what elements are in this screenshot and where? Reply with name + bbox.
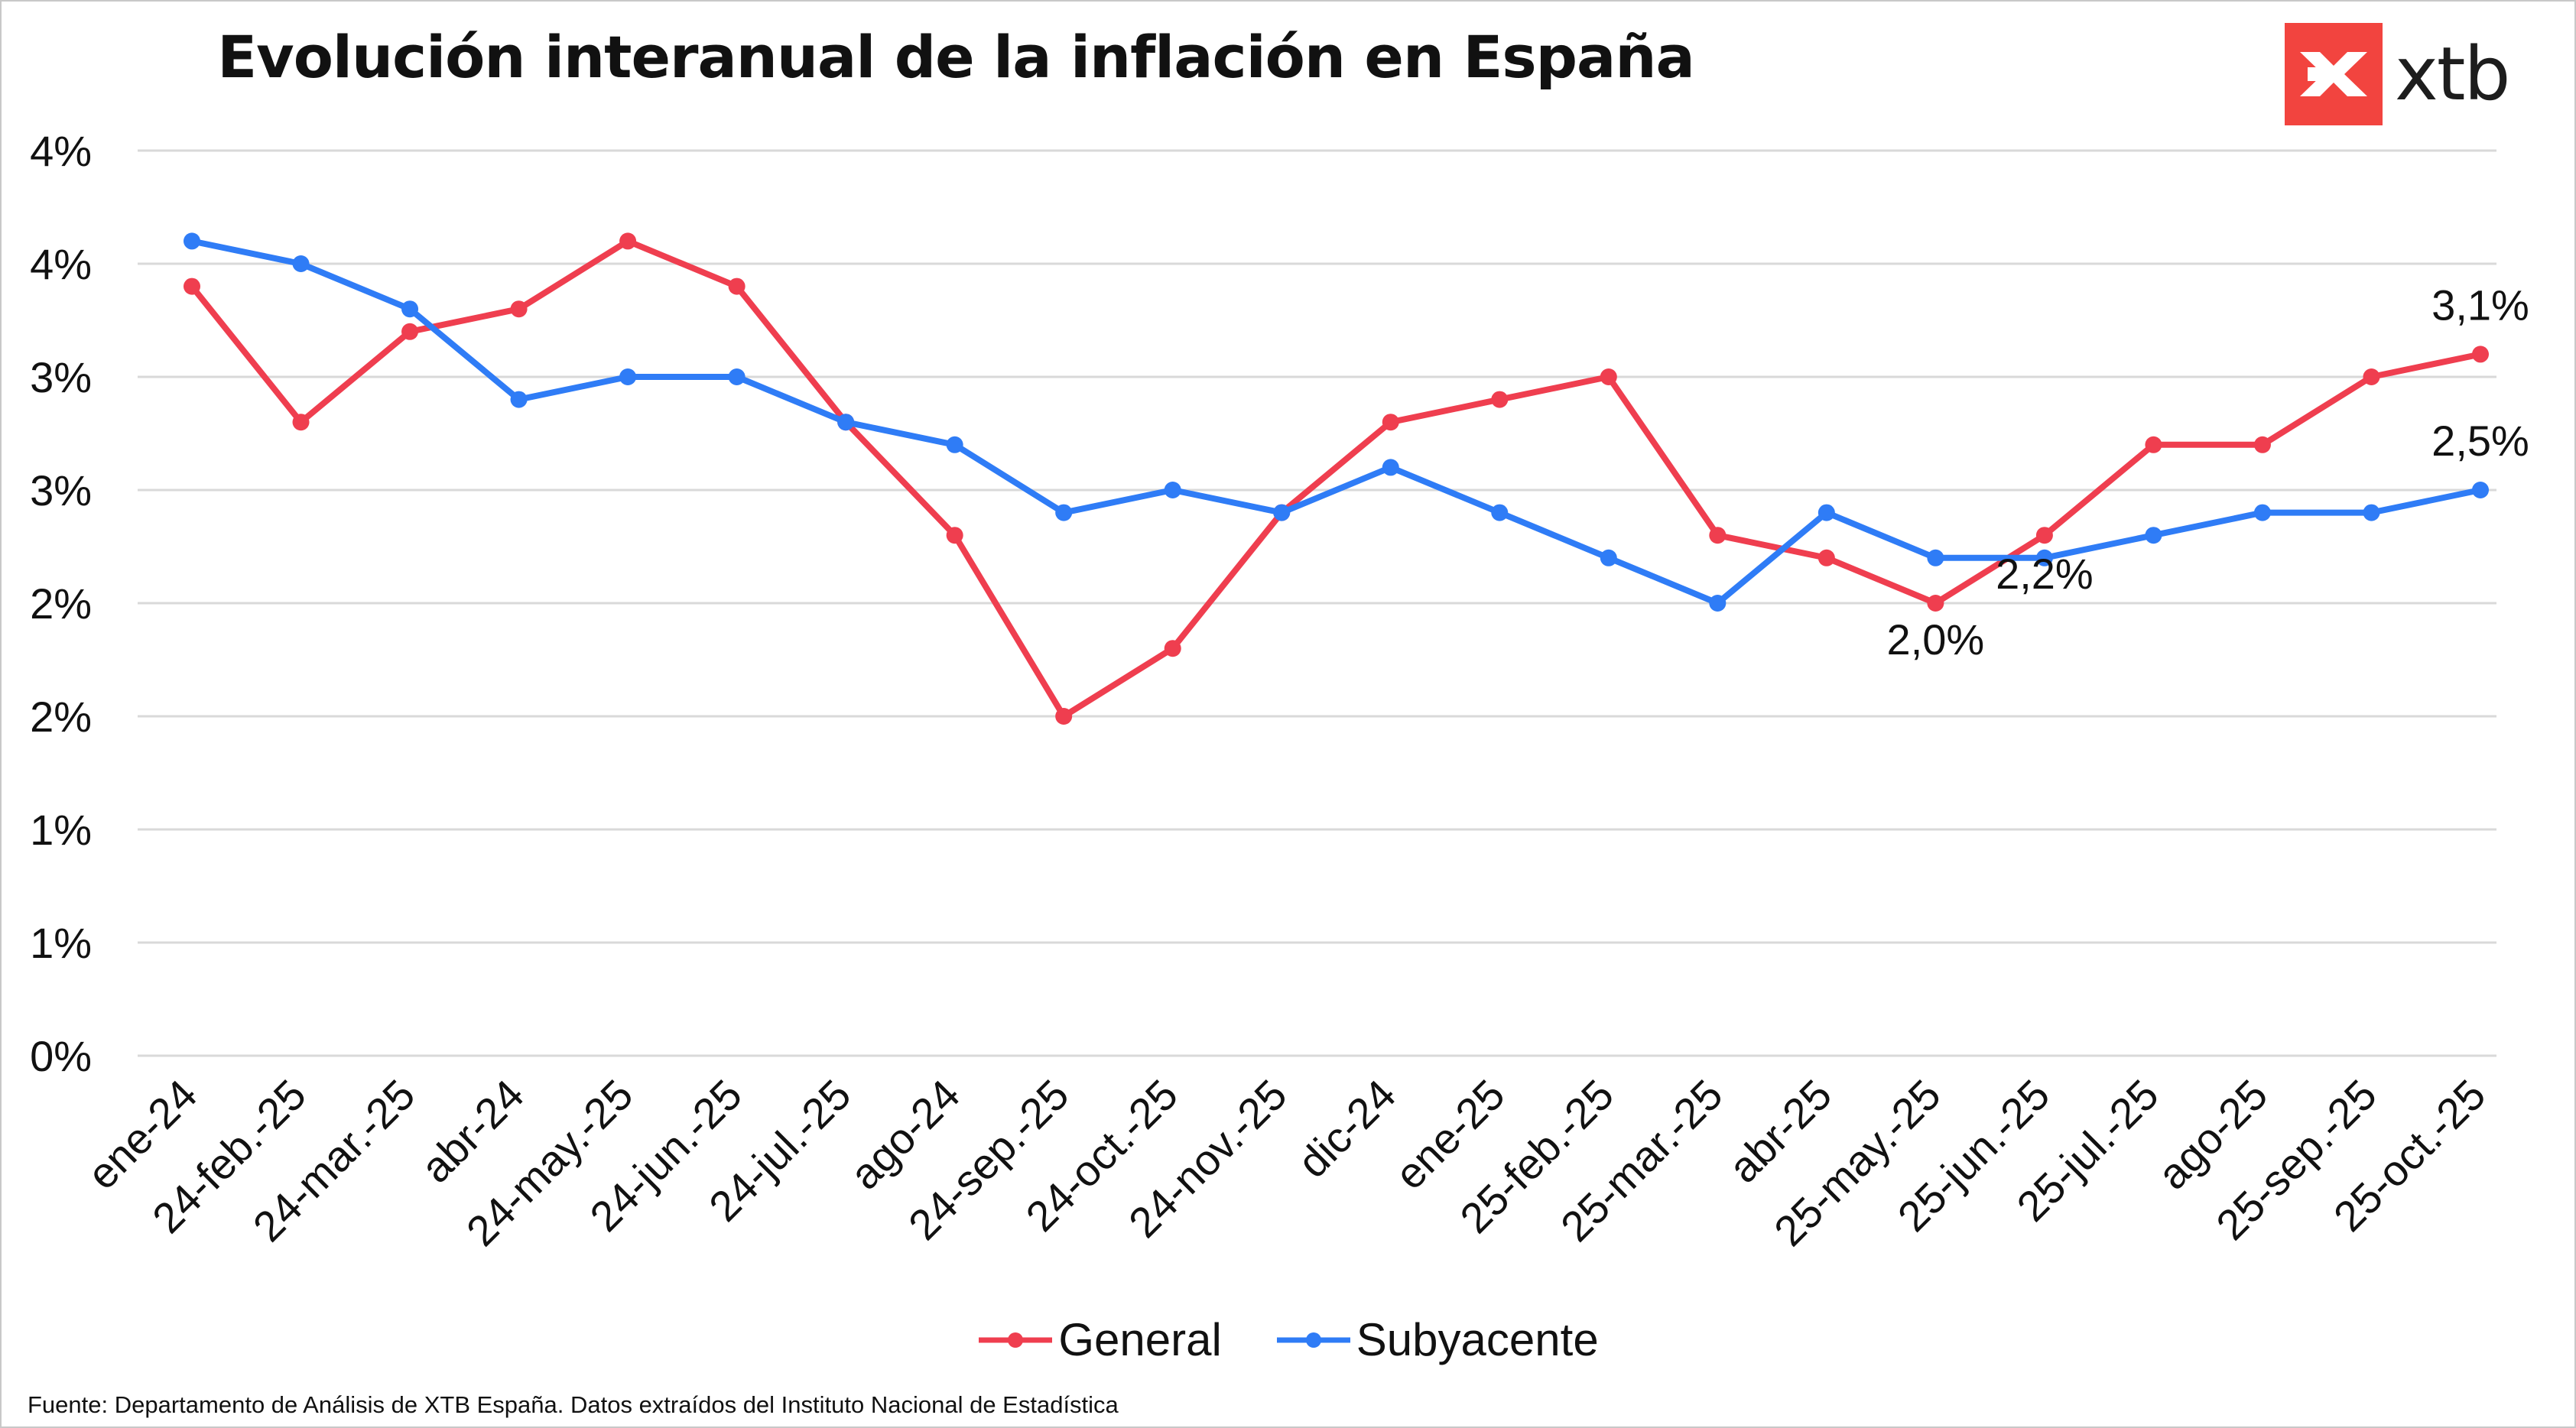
data-point-general	[1055, 708, 1073, 725]
y-tick-label: 4%	[30, 240, 92, 288]
legend-label-general: General	[1058, 1314, 1222, 1365]
data-point-subyacente	[1164, 482, 1181, 498]
logo-text: xtb	[2395, 31, 2510, 117]
data-point-subyacente	[1491, 504, 1509, 521]
data-point-subyacente	[1382, 459, 1399, 476]
data-point-subyacente	[1709, 595, 1727, 612]
data-point-general	[184, 277, 200, 295]
data-point-general	[2035, 527, 2053, 544]
series-line-subyacente	[189, 238, 2483, 606]
grid-lines	[138, 149, 2496, 1057]
data-point-general	[2472, 346, 2489, 363]
data-label: 2,2%	[1996, 550, 2094, 598]
data-point-subyacente	[728, 368, 746, 385]
data-point-subyacente	[946, 436, 963, 453]
data-point-general	[1600, 368, 1617, 385]
data-point-subyacente	[2363, 504, 2380, 521]
data-point-subyacente	[1927, 549, 1944, 566]
data-point-subyacente	[1273, 504, 1291, 521]
data-point-subyacente	[292, 255, 310, 272]
legend-item-subyacente: Subyacente	[1275, 1313, 1599, 1366]
data-point-subyacente	[619, 368, 637, 385]
x-tick-label: dic-24	[1288, 1070, 1405, 1186]
data-point-general	[510, 300, 528, 318]
data-point-general	[1164, 640, 1181, 657]
chart-title: Evolución interanual de la inflación en …	[217, 23, 1694, 91]
data-point-general	[401, 323, 419, 340]
data-point-subyacente	[837, 414, 855, 431]
data-label: 2,0%	[1887, 615, 1985, 664]
data-point-general	[946, 527, 963, 544]
source-note: Fuente: Departamento de Análisis de XTB …	[28, 1391, 1119, 1418]
xtb-logo-icon	[2285, 23, 2383, 125]
y-tick-label: 2%	[30, 693, 92, 741]
y-tick-label: 1%	[30, 919, 92, 967]
data-point-general	[1817, 549, 1835, 566]
data-point-general	[292, 414, 310, 431]
x-axis-labels: ene-2424-feb.-2524-mar.-25abr-2424-may.-…	[78, 1070, 2495, 1255]
data-point-general	[1382, 414, 1399, 431]
series-lines	[184, 232, 2489, 725]
data-label: 3,1%	[2431, 281, 2529, 329]
data-point-general	[728, 277, 746, 295]
data-point-general	[619, 232, 637, 250]
y-axis-labels: 0% 1% 1% 2% 2% 3% 3% 4% 4%	[30, 127, 92, 1080]
data-point-subyacente	[1817, 504, 1835, 521]
legend-item-general: General	[977, 1313, 1222, 1366]
data-point-subyacente	[1600, 549, 1617, 566]
y-tick-label: 1%	[30, 806, 92, 854]
legend-label-subyacente: Subyacente	[1356, 1314, 1599, 1365]
data-point-general	[2363, 368, 2380, 385]
data-point-subyacente	[2145, 527, 2162, 544]
data-point-subyacente	[401, 300, 419, 318]
data-label: 2,5%	[2431, 417, 2529, 465]
legend: General Subyacente	[0, 1313, 2576, 1366]
xtb-logo: xtb	[2285, 23, 2510, 125]
series-line-general	[189, 238, 2483, 719]
data-point-subyacente	[1055, 504, 1073, 521]
data-point-subyacente	[2472, 482, 2489, 498]
y-tick-label: 3%	[30, 353, 92, 401]
y-tick-label: 0%	[30, 1032, 92, 1080]
data-point-general	[1927, 595, 1944, 612]
data-point-general	[1709, 527, 1727, 544]
data-point-general	[2253, 436, 2271, 453]
y-tick-label: 2%	[30, 579, 92, 628]
y-tick-label: 3%	[30, 466, 92, 514]
data-point-general	[1491, 391, 1509, 408]
data-point-subyacente	[2035, 549, 2053, 566]
data-point-general	[2145, 436, 2162, 453]
data-labels: 3,1% 2,5% 2,0%2,2%	[1887, 281, 2529, 664]
data-point-subyacente	[510, 391, 528, 408]
y-tick-label: 4%	[30, 127, 92, 175]
data-point-subyacente	[2253, 504, 2271, 521]
data-point-subyacente	[184, 232, 200, 250]
